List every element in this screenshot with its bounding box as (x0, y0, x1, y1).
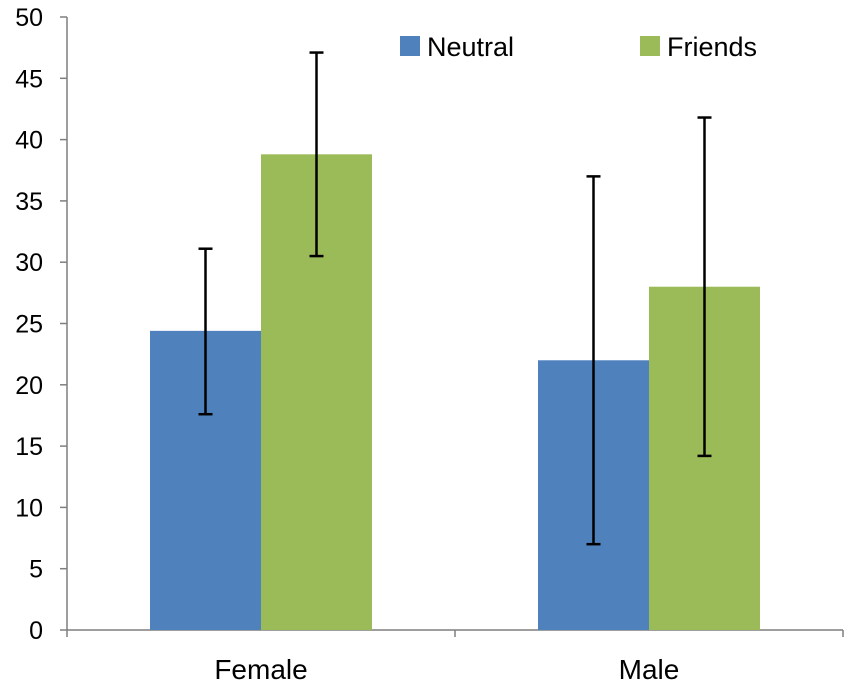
y-tick-label: 45 (15, 65, 43, 93)
y-tick-label: 40 (15, 127, 43, 155)
legend-swatch-neutral (400, 36, 420, 56)
y-tick-label: 20 (15, 372, 43, 400)
legend-label-neutral: Neutral (427, 32, 514, 62)
y-tick-label: 35 (15, 188, 43, 216)
legend-swatch-friends (640, 36, 660, 56)
y-axis: 0 5 10 15 20 25 30 35 40 45 50 (15, 4, 68, 645)
bars (150, 154, 760, 630)
legend-label-friends: Friends (667, 32, 757, 62)
x-axis: Female Male (66, 629, 844, 685)
error-bars (198, 51, 712, 546)
y-tick-label: 50 (15, 4, 43, 32)
x-category-label: Male (619, 654, 680, 685)
y-tick-label: 30 (15, 249, 43, 277)
y-tick-label: 15 (15, 433, 43, 461)
x-category-label: Female (214, 654, 307, 685)
y-tick-label: 0 (29, 617, 43, 645)
y-tick-label: 10 (15, 494, 43, 522)
legend: Neutral Friends (400, 32, 757, 62)
y-tick-label: 5 (29, 556, 43, 584)
y-tick-label: 25 (15, 311, 43, 339)
